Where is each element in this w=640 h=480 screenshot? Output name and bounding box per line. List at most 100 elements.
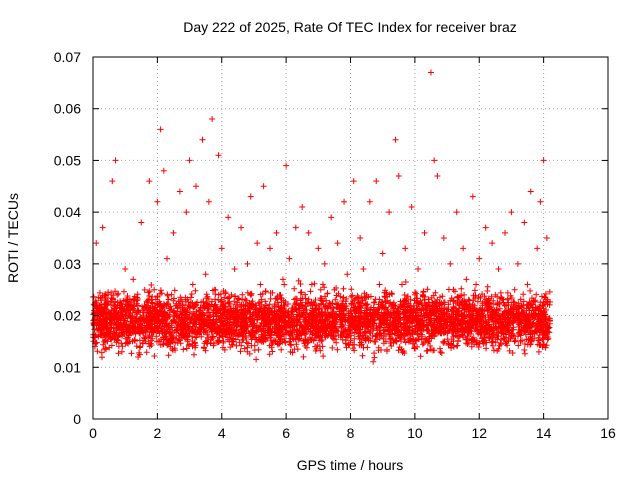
data-point	[479, 302, 486, 309]
data-point	[176, 188, 183, 195]
data-point	[109, 178, 116, 185]
x-tick-label: 0	[89, 425, 97, 441]
data-point	[130, 276, 137, 283]
data-point	[405, 317, 412, 324]
data-point	[524, 281, 531, 288]
chart-title: Day 222 of 2025, Rate Of TEC Index for r…	[183, 19, 517, 35]
data-point	[543, 235, 550, 241]
data-point	[514, 260, 521, 267]
data-point	[170, 229, 177, 236]
data-point	[99, 224, 106, 231]
data-point	[482, 224, 489, 231]
data-point	[505, 307, 512, 314]
data-point	[254, 240, 261, 247]
x-tick-label: 6	[282, 425, 290, 441]
data-point	[302, 317, 309, 324]
data-point	[450, 286, 457, 293]
data-point	[212, 302, 219, 309]
data-point	[104, 338, 111, 345]
data-point	[157, 126, 164, 133]
data-point	[473, 281, 480, 288]
data-point	[347, 328, 354, 335]
data-point	[286, 255, 293, 262]
data-point	[114, 291, 121, 298]
x-tick-label: 14	[536, 425, 552, 441]
data-point	[186, 157, 193, 164]
data-point	[463, 276, 470, 283]
data-point	[376, 281, 383, 288]
y-axis-label: ROTI / TECUs	[5, 193, 21, 283]
data-point	[476, 255, 483, 262]
y-tick-label: 0	[73, 411, 81, 427]
data-point	[318, 297, 325, 304]
data-point	[370, 322, 377, 329]
data-point	[250, 322, 257, 329]
data-point	[511, 286, 518, 293]
data-point	[321, 260, 328, 267]
data-point	[305, 229, 312, 236]
data-point	[399, 281, 405, 288]
data-point	[508, 209, 515, 216]
data-point	[221, 328, 228, 335]
data-point	[360, 266, 367, 273]
axis-ticks: 0 2 4 6 8 10 12 14 16 0 0.01 0.02 0.03 0.04 0.05 0.06 0.…	[54, 49, 616, 441]
data-point	[162, 312, 169, 319]
data-point	[363, 291, 370, 298]
data-point	[495, 266, 502, 273]
data-point	[209, 116, 216, 123]
data-point	[122, 266, 129, 273]
data-point	[328, 214, 335, 221]
grid-lines	[93, 57, 608, 419]
data-point	[189, 281, 196, 288]
data-point	[260, 183, 267, 190]
data-point	[183, 209, 190, 216]
data-point	[540, 157, 547, 164]
data-point	[498, 328, 505, 335]
data-point	[205, 198, 212, 205]
data-point	[421, 229, 428, 236]
data-point	[202, 271, 209, 278]
data-point	[167, 343, 174, 350]
point-cloud-markers	[90, 277, 554, 365]
x-axis-label: GPS time / hours	[297, 457, 404, 473]
data-point	[434, 172, 441, 179]
data-point	[125, 307, 132, 314]
data-point	[456, 333, 463, 340]
data-point	[521, 219, 528, 226]
data-point	[485, 322, 492, 329]
y-tick-label: 0.04	[54, 204, 81, 220]
data-point	[196, 317, 203, 324]
data-point	[279, 276, 286, 283]
data-point	[466, 317, 473, 324]
data-point	[527, 188, 534, 195]
data-point	[312, 343, 319, 350]
data-point	[534, 245, 541, 252]
data-point	[289, 322, 296, 329]
data-point	[244, 260, 251, 267]
data-point	[234, 333, 241, 340]
data-point	[341, 198, 348, 205]
data-point	[199, 136, 206, 143]
data-point	[218, 245, 225, 252]
y-tick-label: 0.02	[54, 308, 81, 324]
data-point	[489, 240, 496, 247]
data-point	[366, 198, 373, 205]
data-point	[193, 183, 199, 190]
data-point	[283, 162, 290, 169]
x-tick-label: 4	[218, 425, 226, 441]
data-point	[334, 240, 341, 247]
data-point	[357, 235, 364, 241]
data-point	[276, 291, 283, 298]
data-point	[257, 281, 264, 288]
data-point	[267, 245, 274, 252]
data-point	[395, 172, 402, 179]
data-point	[431, 157, 438, 164]
data-point	[427, 69, 434, 76]
data-point	[135, 353, 142, 360]
data-point	[315, 245, 322, 252]
data-point	[154, 198, 161, 205]
data-point	[379, 250, 386, 257]
dense-point-cloud	[90, 277, 554, 365]
data-point	[118, 348, 125, 355]
data-point	[331, 286, 338, 293]
